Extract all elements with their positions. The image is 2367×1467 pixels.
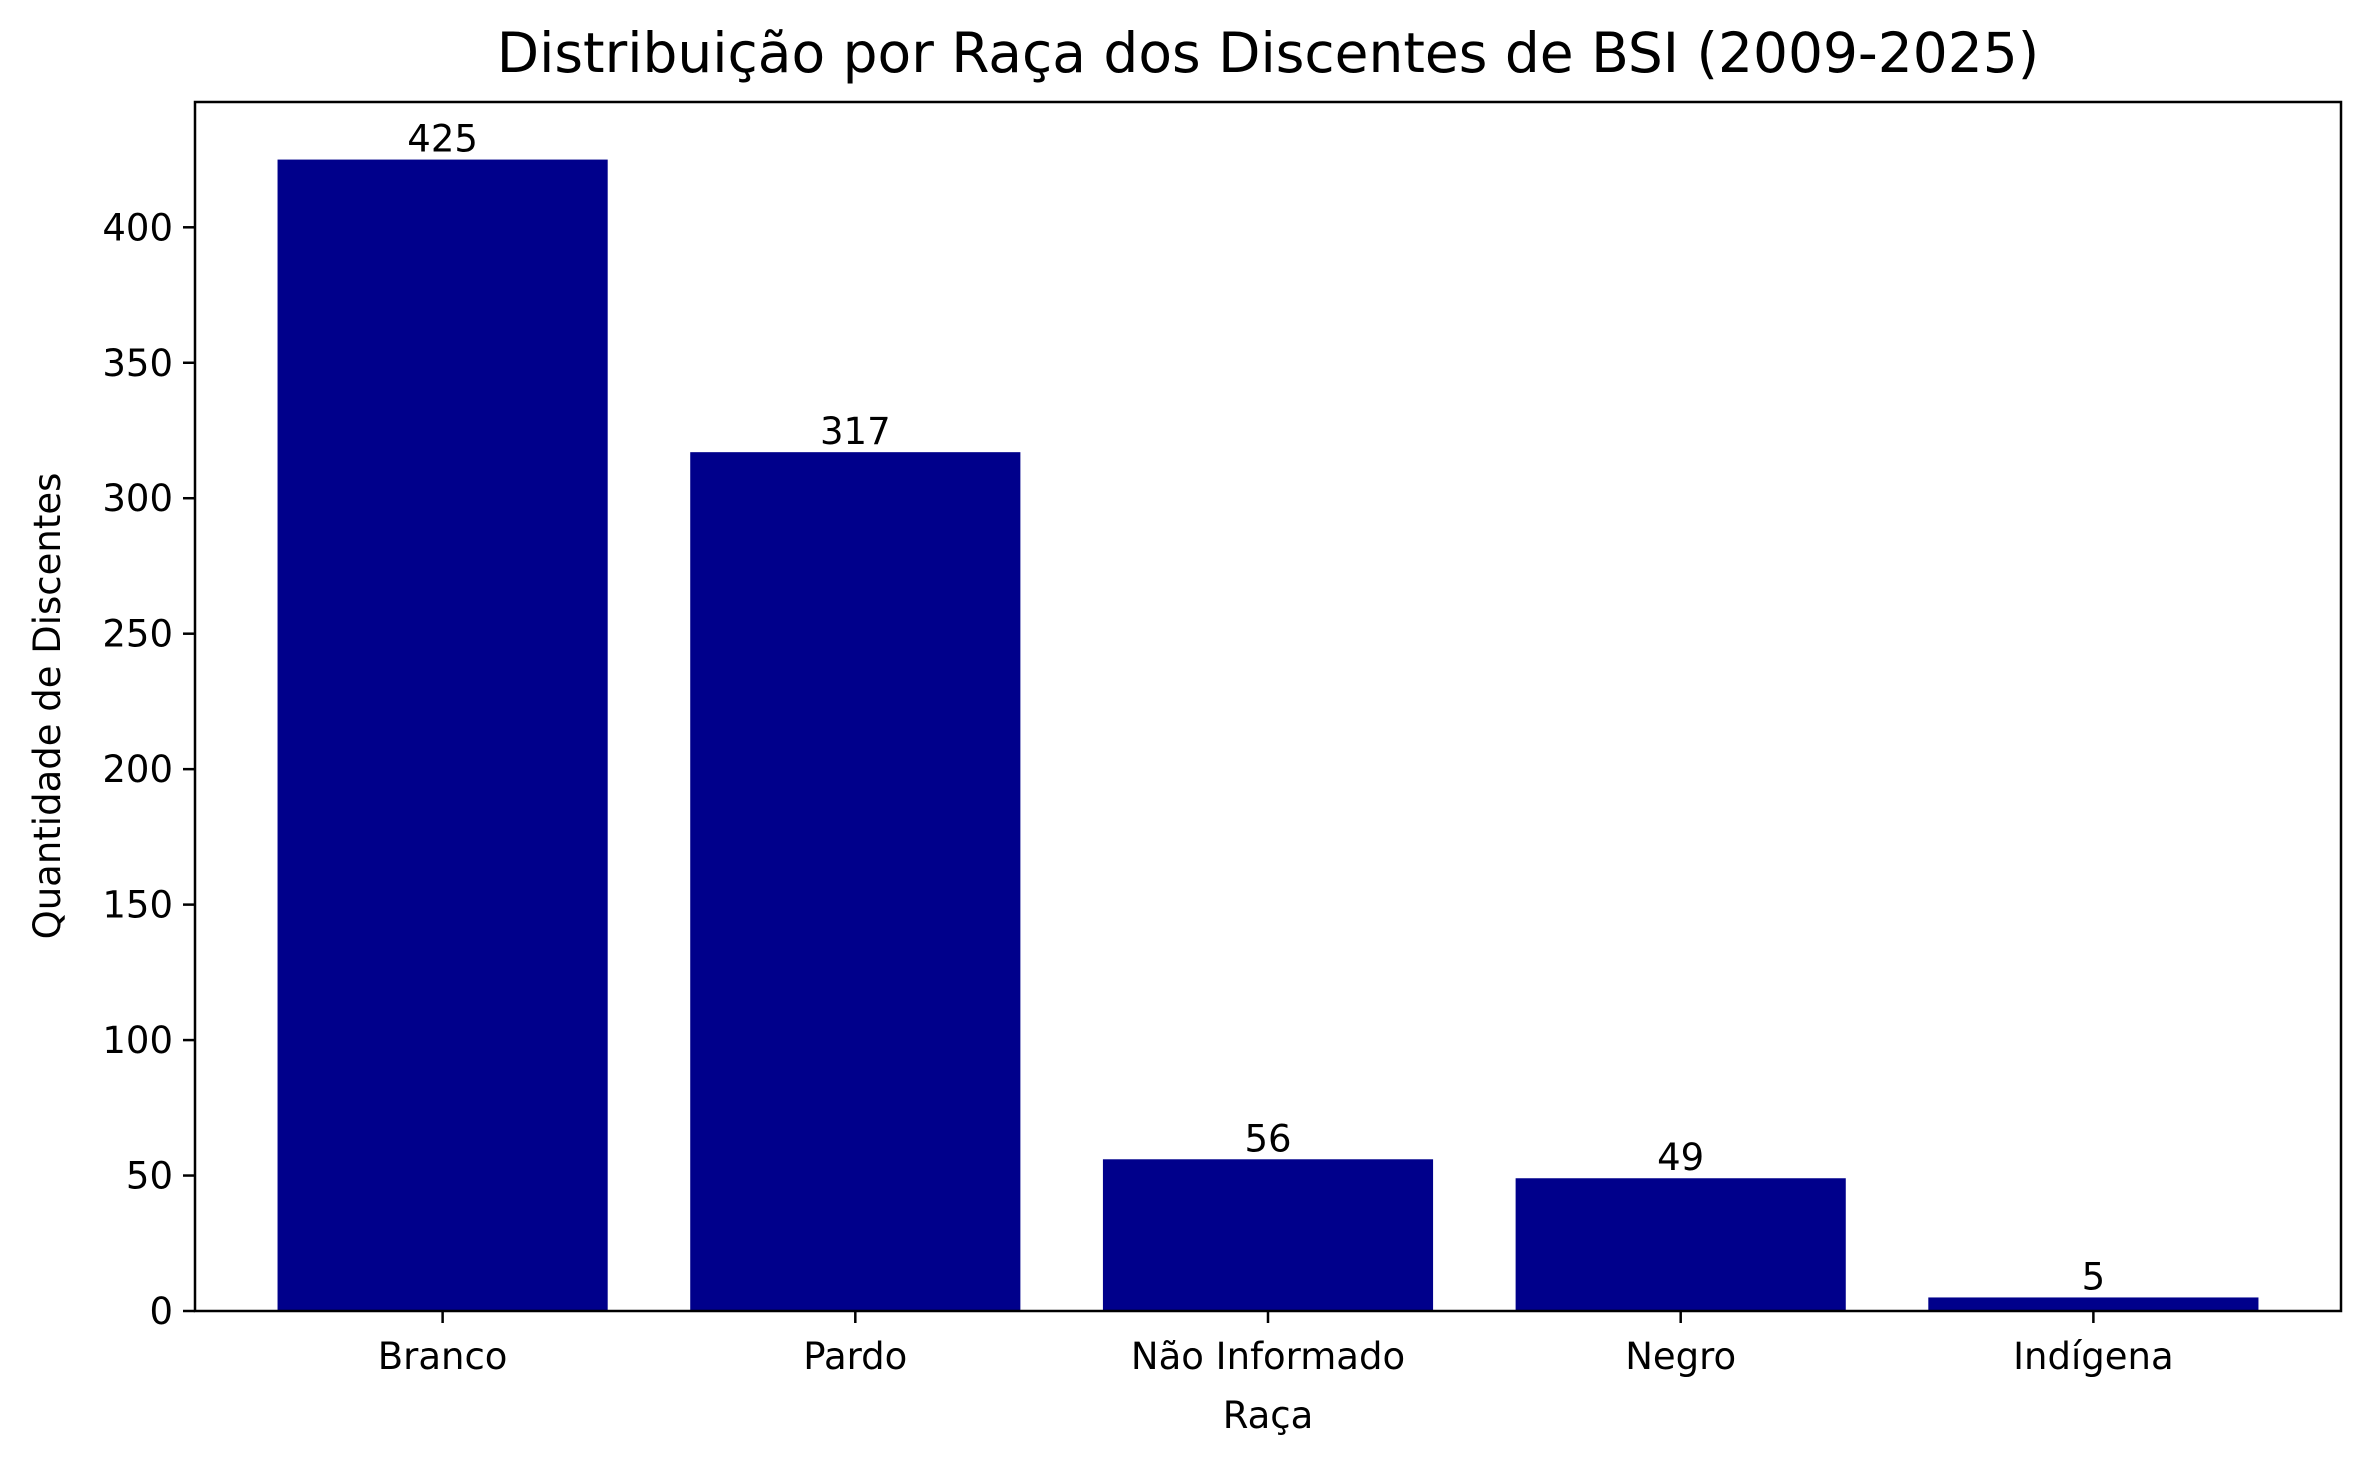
data-label-2: 56: [1244, 1117, 1291, 1160]
x-tick-label-1: Pardo: [803, 1335, 907, 1378]
y-tick-label-8: 400: [102, 206, 173, 249]
bars-layer: 425 317 56 49 5: [277, 118, 2259, 1312]
y-tick-label-3: 150: [102, 884, 173, 927]
data-label-1: 317: [820, 410, 891, 453]
y-tick-label-2: 100: [102, 1019, 173, 1062]
x-tick-label-0: Branco: [378, 1335, 508, 1378]
bar-0: [277, 159, 608, 1312]
y-tick-label-4: 200: [102, 748, 173, 791]
data-label-3: 49: [1657, 1136, 1704, 1179]
y-tick-label-1: 50: [126, 1155, 173, 1198]
y-tick-label-7: 350: [102, 342, 173, 385]
x-axis-title: Raça: [1223, 1394, 1314, 1437]
x-tick-label-3: Negro: [1625, 1335, 1736, 1378]
bar-4: [1928, 1297, 2259, 1311]
axes-layer: Branco Pardo Não Informado Negro Indígena 0 50…: [102, 206, 2173, 1378]
bar-2: [1102, 1159, 1434, 1311]
data-label-4: 5: [2082, 1255, 2106, 1298]
y-tick-label-5: 250: [102, 613, 173, 656]
y-axis-title: Quantidade de Discentes: [26, 473, 69, 940]
x-tick-label-4: Indígena: [2013, 1335, 2174, 1378]
bar-1: [690, 452, 1021, 1311]
x-tick-label-2: Não Informado: [1131, 1335, 1405, 1378]
plot-frame: [193, 100, 2343, 1313]
chart-title: Distribuição por Raça dos Discentes de B…: [497, 21, 2039, 85]
bar-3: [1515, 1178, 1846, 1311]
y-tick-label-0: 0: [149, 1290, 173, 1333]
y-tick-label-6: 300: [102, 477, 173, 520]
data-label-0: 425: [407, 118, 478, 161]
